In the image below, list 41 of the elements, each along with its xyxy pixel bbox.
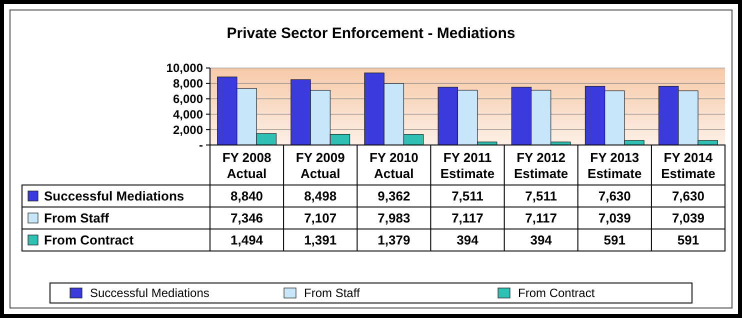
y-tick-label: 6,000 <box>172 92 204 106</box>
data-label: 7,630 <box>598 188 631 204</box>
data-label: 7,117 <box>452 210 484 226</box>
x-tick-label: FY 2012 Estimate <box>514 150 568 181</box>
data-label: 7,630 <box>672 188 704 204</box>
data-label: 394 <box>456 232 480 248</box>
data-label: 8,840 <box>230 188 264 204</box>
data-label: 8,498 <box>304 188 337 204</box>
data-label: 7,511 <box>452 188 484 204</box>
data-label: 9,362 <box>378 188 410 204</box>
data-label: 1,391 <box>304 232 337 248</box>
text: Successful Mediations <box>90 286 210 300</box>
legend-label: Successful Mediations <box>44 188 184 204</box>
data-label: 394 <box>530 232 553 248</box>
y-tick-label: 8,000 <box>172 76 204 91</box>
x-tick-label: FY 2009 Actual <box>296 150 345 181</box>
data-label: 7,511 <box>525 188 557 204</box>
x-tick-label: FY 2011 Estimate <box>440 150 495 181</box>
data-label: 591 <box>677 232 700 248</box>
data-label: 7,107 <box>304 210 337 226</box>
y-tick-label: 2,000 <box>172 122 204 137</box>
data-label: 7,117 <box>525 210 557 226</box>
text: From Staff <box>44 210 109 226</box>
legend-label: From Contract <box>518 286 596 300</box>
data-label: 7,983 <box>378 210 410 226</box>
x-tick-label: FY 2008 Actual <box>222 150 272 181</box>
data-label: 591 <box>604 232 626 248</box>
y-tick-label: 10,000 <box>166 61 204 76</box>
chart-title: Private Sector Enforcement - Mediations <box>226 25 516 42</box>
data-label: 7,039 <box>598 210 631 226</box>
data-label: 1,379 <box>378 232 410 248</box>
y-tick-label: 4,000 <box>172 107 204 122</box>
data-label: 7,039 <box>672 210 704 226</box>
text: From Contract <box>44 232 134 248</box>
data-label: 1,494 <box>230 232 264 248</box>
data-label: 7,346 <box>230 210 264 226</box>
x-tick-label: FY 2010 Actual <box>369 150 418 181</box>
x-tick-label: FY 2013 Estimate <box>588 150 642 181</box>
legend-label: From Staff <box>304 286 360 300</box>
y-tick-label: - <box>199 138 203 152</box>
x-tick-label: FY 2014 Estimate <box>661 150 716 181</box>
